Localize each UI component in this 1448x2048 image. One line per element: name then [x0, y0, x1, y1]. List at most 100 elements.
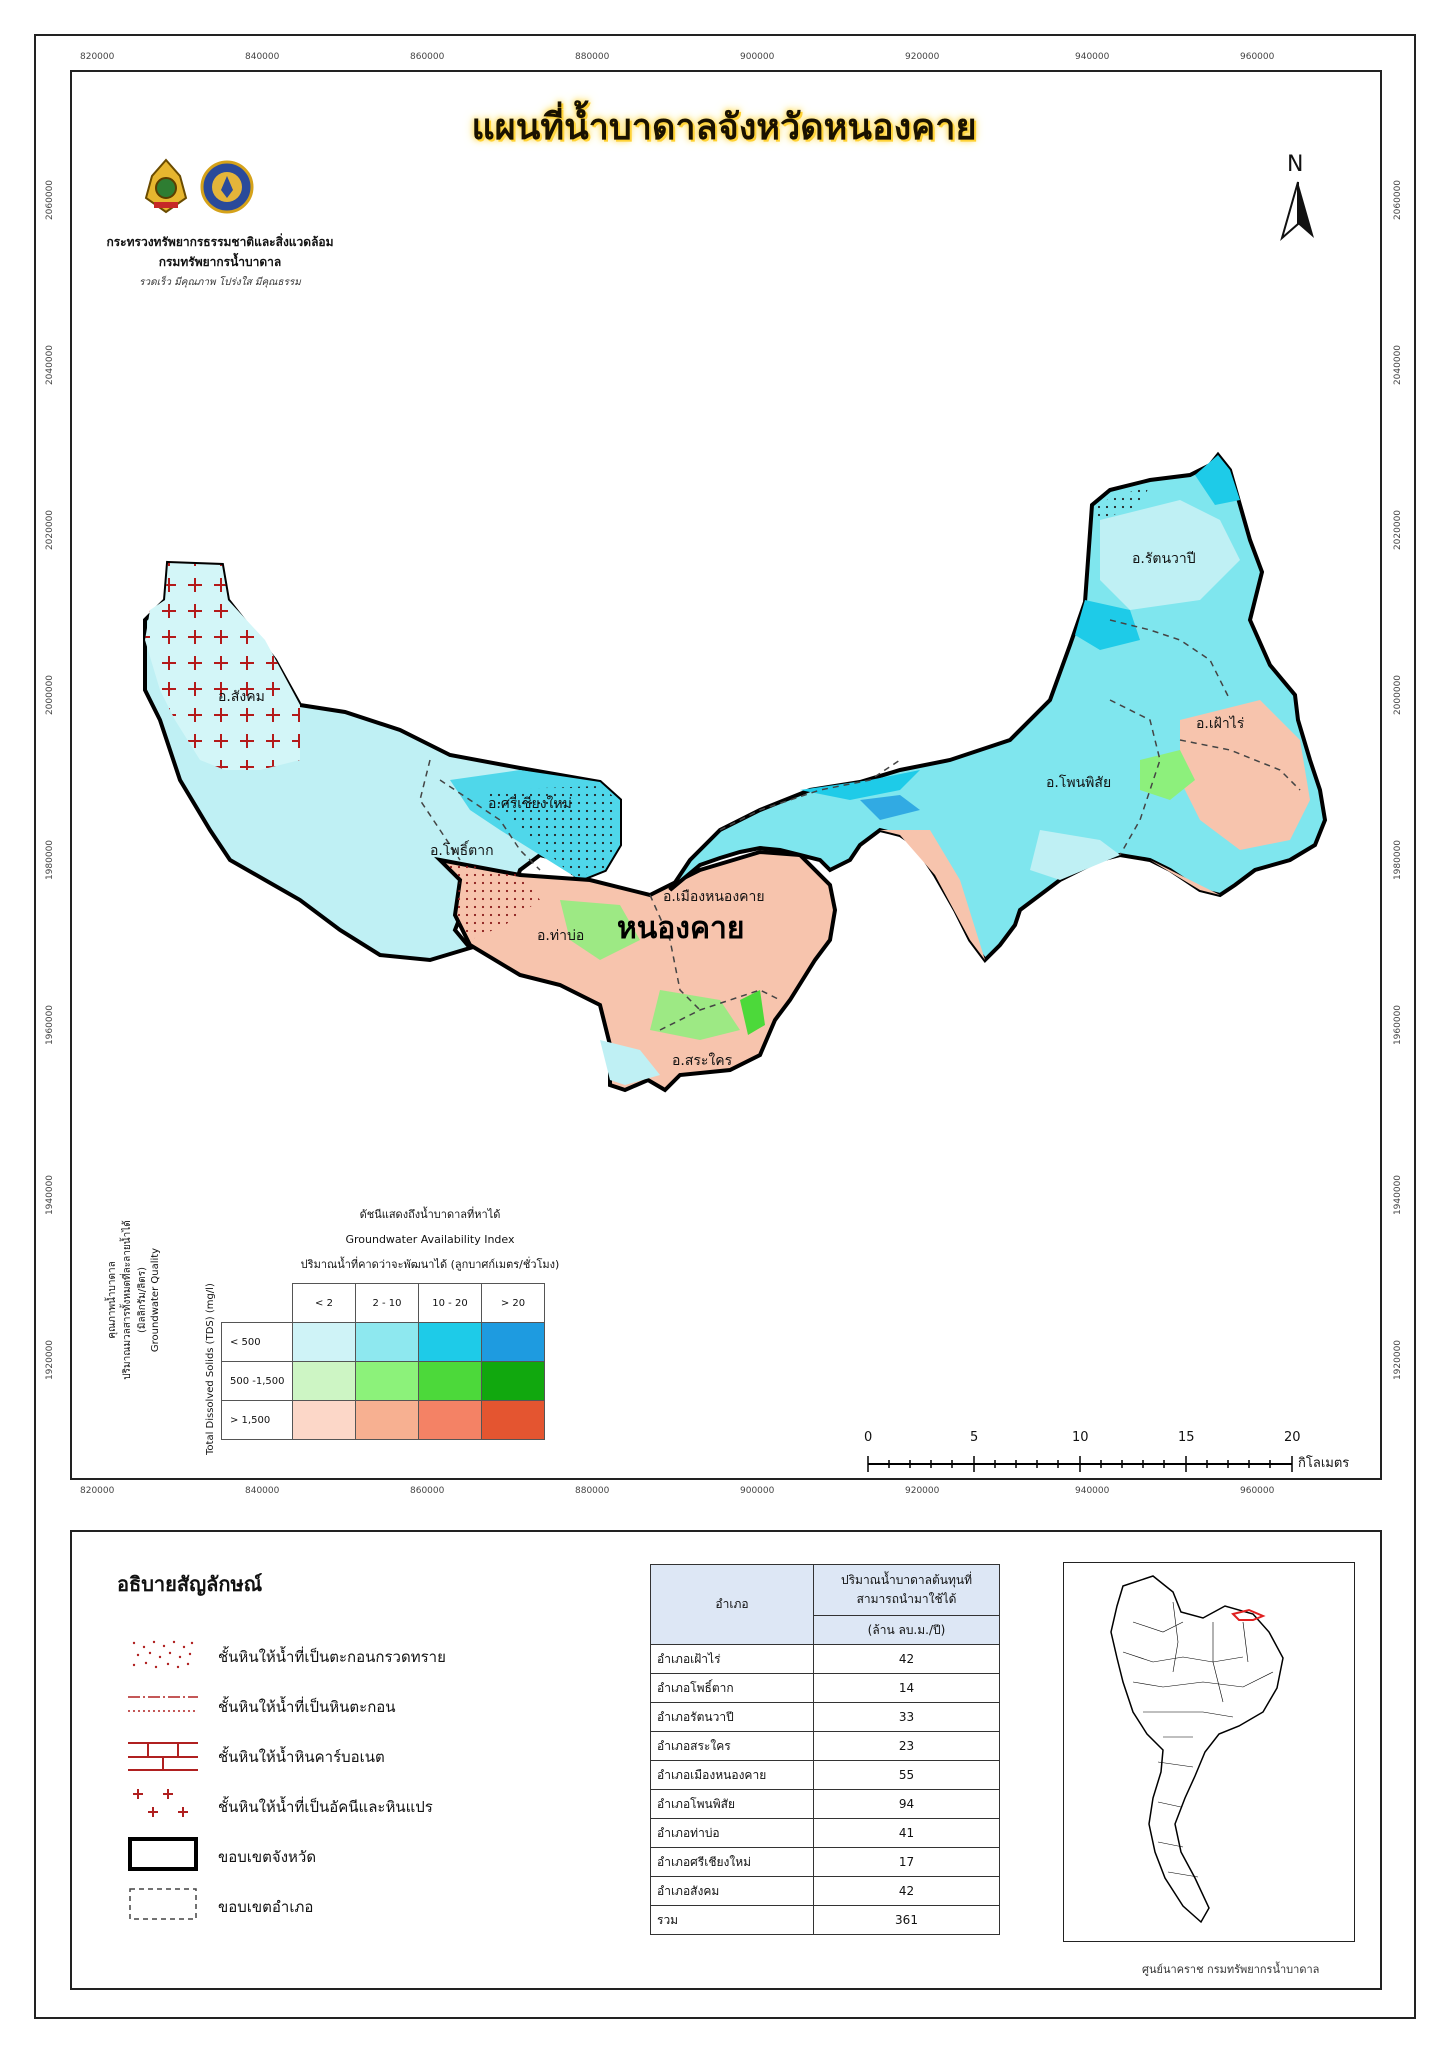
usage-col-value-header: ปริมาณน้ำบาดาลต้นทุนที่ สามารถนำมาใช้ได้ [813, 1564, 1000, 1616]
value-cell: 42 [813, 1876, 1000, 1906]
district-cell: อำเภอสังคม [650, 1876, 814, 1906]
scale-bar [867, 1456, 1293, 1472]
district-label-pho-tak: อ.โพธิ์ตาก [430, 843, 494, 859]
gai-title-en: Groundwater Availability Index [345, 1233, 515, 1246]
district-cell: อำเภอศรีเชียงใหม่ [650, 1847, 814, 1877]
district-cell: อำเภอท่าบ่อ [650, 1818, 814, 1848]
table-row: อำเภอท่าบ่อ 41 [650, 1818, 1000, 1848]
gai-col-head: 2 - 10 [355, 1283, 419, 1323]
groundwater-map [143, 451, 1328, 1093]
total-label: รวม [650, 1905, 814, 1935]
groundwater-availability-index-table: < 2 2 - 10 10 - 20 > 20 < 500 500 -1,500… [221, 1283, 545, 1440]
legend-panel-frame [70, 1530, 1382, 1990]
total-row: รวม 361 [650, 1905, 1000, 1935]
usage-unit-header: (ล้าน ลบ.ม./ปี) [813, 1615, 1000, 1645]
gai-cell [418, 1322, 482, 1362]
gai-cell [418, 1361, 482, 1401]
value-cell: 41 [813, 1818, 1000, 1848]
x-tick: 840000 [245, 52, 280, 62]
scale-tick-label: 20 [1284, 1430, 1301, 1445]
quality-label-tds-th: ปริมาณมวลสารทั้งหมดที่ละลายน้ำได้ [122, 1220, 133, 1380]
gai-row-head: > 1,500 [221, 1400, 293, 1440]
value-cell: 55 [813, 1760, 1000, 1790]
gai-col-head: < 2 [292, 1283, 356, 1323]
district-label-fao-rai: อ.เฝ้าไร่ [1196, 716, 1245, 732]
gai-subtitle: ปริมาณน้ำที่คาดว่าจะพัฒนาได้ (ลูกบาศก์เม… [300, 1258, 560, 1271]
table-row: อำเภอสังคม 42 [650, 1876, 1000, 1906]
district-label-mueang-nong-khai: อ.เมืองหนองคาย [663, 889, 765, 905]
slogan: รวดเร็ว มีคุณภาพ โปร่งใส มีคุณธรรม [139, 277, 301, 288]
gai-cell [355, 1400, 419, 1440]
value-cell: 33 [813, 1702, 1000, 1732]
ministry-logo [144, 158, 188, 214]
x-tick: 900000 [740, 52, 775, 62]
province-boundary-symbol [128, 1837, 198, 1871]
district-label-sangkhom: อ.สังคม [218, 689, 265, 705]
gravel-sand-aquifer-symbol [128, 1637, 198, 1671]
x-tick: 860000 [410, 52, 445, 62]
map-fill-west [143, 560, 622, 963]
page-frame [34, 34, 1416, 2019]
district-cell: อำเภอเมืองหนองคาย [650, 1760, 814, 1790]
department-name: กรมทรัพยากรน้ำบาดาล [158, 255, 282, 269]
gai-cell [292, 1361, 356, 1401]
gai-row-head: 500 -1,500 [221, 1361, 293, 1401]
gai-cell [481, 1361, 545, 1401]
map-title: แผนที่น้ำบาดาลจังหวัดหนองคาย [471, 107, 977, 148]
north-arrow-icon [1280, 181, 1314, 241]
scale-tick-label: 10 [1072, 1430, 1089, 1445]
quality-label-unit: (มิลลิกรัม/ลิตร) [137, 1266, 148, 1334]
legend-label-carbonate: ชั้นหินให้น้ำหินคาร์บอเนต [218, 1748, 385, 1766]
north-label: N [1287, 152, 1304, 177]
value-cell: 23 [813, 1731, 1000, 1761]
district-label-rattanawapi: อ.รัตนวาปี [1132, 551, 1196, 567]
gai-title-th: ดัชนีแสดงถึงน้ำบาดาลที่หาได้ [359, 1208, 501, 1221]
table-row: อำเภอโพธิ์ตาก 14 [650, 1673, 1000, 1703]
legend-label-sedimentary: ชั้นหินให้น้ำที่เป็นหินตะกอน [218, 1698, 396, 1716]
groundwater-usage-table: อำเภอ ปริมาณน้ำบาดาลต้นทุนที่ สามารถนำมา… [650, 1564, 1000, 1935]
gai-cell [292, 1400, 356, 1440]
x-tick: 820000 [80, 1486, 115, 1496]
legend-label-igneous-metamorphic: ชั้นหินให้น้ำที่เป็นอัคนีและหินแปร [218, 1798, 433, 1816]
gai-col-head: > 20 [481, 1283, 545, 1323]
inset-map-frame [1063, 1562, 1355, 1942]
x-tick: 940000 [1075, 52, 1110, 62]
department-logo [200, 160, 254, 214]
igneous-metamorphic-aquifer-symbol [133, 1789, 188, 1817]
district-cell: อำเภอสระใคร [650, 1731, 814, 1761]
usage-col-value-header-line2: สามารถนำมาใช้ได้ [856, 1592, 957, 1606]
value-cell: 14 [813, 1673, 1000, 1703]
usage-col-district-header: อำเภอ [650, 1564, 814, 1645]
map-frame [70, 70, 1382, 1480]
x-tick: 920000 [905, 52, 940, 62]
map-fill-central [434, 849, 838, 1093]
gai-cell [355, 1361, 419, 1401]
x-tick: 880000 [575, 1486, 610, 1496]
province-label: หนองคาย [617, 911, 745, 946]
gai-cell [355, 1322, 419, 1362]
value-cell: 17 [813, 1847, 1000, 1877]
legend-label-gravel-sand: ชั้นหินให้น้ำที่เป็นตะกอนกรวดทราย [218, 1648, 446, 1666]
gai-cell [292, 1322, 356, 1362]
tds-label: Total Dissolved Solids (TDS) (mg/l) [205, 1283, 216, 1455]
x-tick: 880000 [575, 52, 610, 62]
scale-tick-label: 0 [864, 1430, 873, 1445]
usage-col-value-header-line1: ปริมาณน้ำบาดาลต้นทุนที่ [840, 1573, 973, 1587]
quality-label-th: คุณภาพน้ำบาดาล [107, 1261, 118, 1339]
x-tick: 900000 [740, 1486, 775, 1496]
quality-label-en: Groundwater Quality [150, 1247, 161, 1353]
district-label-tha-bo: อ.ท่าบ่อ [537, 928, 585, 944]
x-tick: 920000 [905, 1486, 940, 1496]
value-cell: 42 [813, 1644, 1000, 1674]
gai-cell [418, 1400, 482, 1440]
scale-tick-label: 5 [970, 1430, 979, 1445]
total-value: 361 [813, 1905, 1000, 1935]
table-row: อำเภอสระใคร 23 [650, 1731, 1000, 1761]
carbonate-aquifer-symbol [128, 1742, 198, 1771]
gai-col-head: 10 - 20 [418, 1283, 482, 1323]
quality-label-group: คุณภาพน้ำบาดาล ปริมาณมวลสารทั้งหมดที่ละล… [105, 1210, 165, 1390]
district-boundaries [419, 619, 1301, 1031]
legend-label-province-boundary: ขอบเขตจังหวัด [218, 1848, 317, 1866]
district-label-phon-phisai: อ.โพนพิสัย [1046, 775, 1112, 791]
table-row: อำเภอโพนพิสัย 94 [650, 1789, 1000, 1819]
